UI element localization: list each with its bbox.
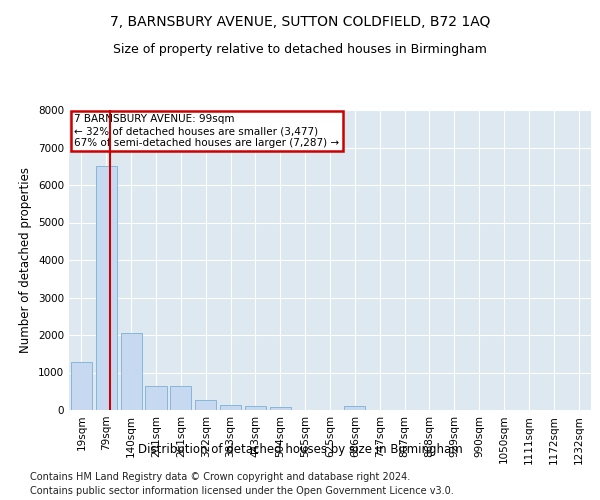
Bar bbox=[170, 386, 191, 410]
Text: Distribution of detached houses by size in Birmingham: Distribution of detached houses by size … bbox=[137, 442, 463, 456]
Text: Contains HM Land Registry data © Crown copyright and database right 2024.: Contains HM Land Registry data © Crown c… bbox=[30, 472, 410, 482]
Bar bbox=[145, 386, 167, 410]
Bar bbox=[245, 406, 266, 410]
Y-axis label: Number of detached properties: Number of detached properties bbox=[19, 167, 32, 353]
Bar bbox=[220, 405, 241, 410]
Bar bbox=[96, 166, 117, 410]
Text: Size of property relative to detached houses in Birmingham: Size of property relative to detached ho… bbox=[113, 42, 487, 56]
Text: Contains public sector information licensed under the Open Government Licence v3: Contains public sector information licen… bbox=[30, 486, 454, 496]
Bar bbox=[344, 406, 365, 410]
Text: 7, BARNSBURY AVENUE, SUTTON COLDFIELD, B72 1AQ: 7, BARNSBURY AVENUE, SUTTON COLDFIELD, B… bbox=[110, 15, 490, 29]
Bar bbox=[270, 407, 291, 410]
Bar bbox=[195, 400, 216, 410]
Bar bbox=[121, 333, 142, 410]
Text: 7 BARNSBURY AVENUE: 99sqm
← 32% of detached houses are smaller (3,477)
67% of se: 7 BARNSBURY AVENUE: 99sqm ← 32% of detac… bbox=[74, 114, 340, 148]
Bar bbox=[71, 362, 92, 410]
